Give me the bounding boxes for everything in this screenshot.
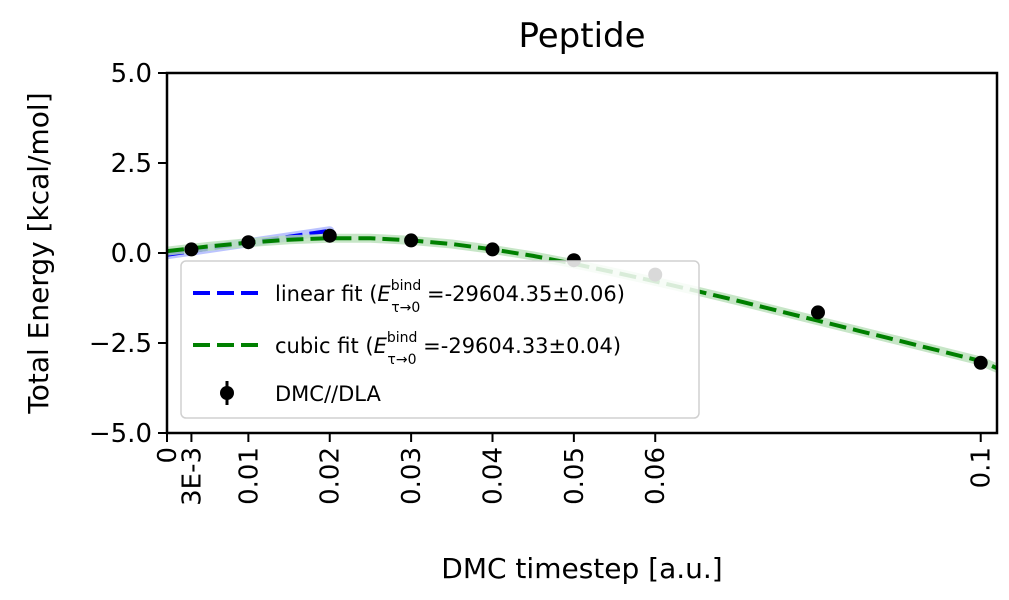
legend-label: DMC//DLA (275, 382, 381, 406)
x-tick-label: 0.03 (397, 447, 427, 505)
data-point (810, 305, 825, 320)
data-point (485, 242, 500, 257)
x-tick-label: 0.01 (234, 447, 264, 505)
legend-swatch-point (220, 386, 234, 400)
cubic-fit-line (167, 236, 997, 371)
y-tick-label: 5.0 (111, 59, 152, 89)
y-tick-label: 2.5 (111, 149, 152, 179)
x-axis-label: DMC timestep [a.u.] (441, 552, 722, 585)
x-tick-label: 0.02 (316, 447, 346, 505)
data-point (404, 233, 419, 248)
x-tick-label: 3E-3 (177, 447, 207, 506)
data-point (184, 242, 199, 257)
x-tick-label: 0.1 (967, 447, 997, 488)
data-point (241, 235, 256, 250)
data-point (322, 228, 337, 243)
x-tick-label: 0.05 (560, 447, 590, 505)
x-tick-label: 0.04 (478, 447, 508, 505)
x-tick-label: 0.06 (641, 447, 671, 505)
chart-title: Peptide (518, 16, 645, 56)
y-tick-label: −2.5 (89, 329, 152, 359)
y-tick-label: −5.0 (89, 419, 152, 449)
x-tick-label: 0 (153, 447, 183, 464)
legend-box (180, 260, 700, 419)
legend: linear fit (Ebind τ→0 =-29604.35±0.06)cub… (180, 260, 700, 419)
y-tick-label: 0.0 (111, 239, 152, 269)
y-axis-label: Total Energy [kcal/mol] (22, 92, 55, 414)
data-point (973, 355, 988, 370)
legend-label: cubic fit (Ebind τ→0 =-29604.33±0.04) (275, 330, 621, 368)
